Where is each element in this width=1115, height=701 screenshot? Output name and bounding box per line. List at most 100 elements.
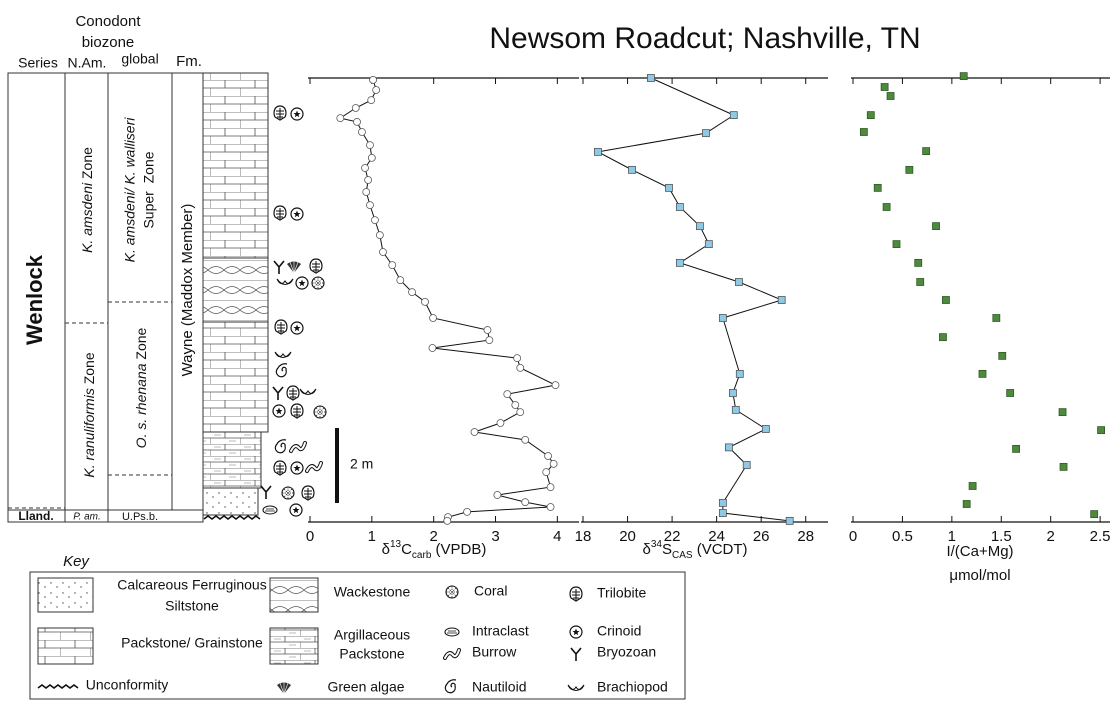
point	[430, 315, 437, 322]
point	[705, 241, 712, 248]
x-axis-label: δ13Ccarb (VPDB)	[382, 539, 487, 561]
burrow	[291, 443, 305, 451]
point	[735, 279, 742, 286]
point	[887, 93, 894, 100]
point	[762, 426, 769, 433]
x-tick-label: 2.5	[1090, 528, 1111, 545]
crinoid	[291, 208, 303, 220]
point	[719, 315, 726, 322]
point	[786, 517, 793, 524]
key-label: Wackestone	[334, 584, 411, 600]
point	[517, 409, 524, 416]
point	[725, 444, 732, 451]
key-label: Green algae	[327, 679, 404, 695]
point	[702, 130, 709, 137]
point	[676, 204, 683, 211]
header: Series	[18, 55, 58, 71]
key-label: Unconformity	[86, 677, 168, 693]
brachiopod	[277, 279, 293, 285]
header: Fm.	[176, 53, 202, 70]
series-label: Wenlock	[22, 254, 47, 345]
point	[594, 148, 601, 155]
rank: Zone	[133, 327, 149, 359]
label-part: 13	[390, 539, 402, 550]
taxon: K. amsdeni	[79, 182, 95, 253]
crinoid	[291, 462, 303, 474]
key-label: Coral	[474, 583, 507, 599]
nautiloid	[275, 440, 286, 453]
x-tick-label: 18	[575, 528, 592, 545]
x-tick-label: 0	[849, 528, 857, 545]
zone: K. amsdeni/ K. walliseri	[122, 117, 138, 263]
point	[358, 129, 365, 136]
label-part: carb	[412, 550, 432, 561]
x-tick-label: 0.5	[892, 528, 913, 545]
point	[719, 510, 726, 517]
point	[368, 97, 375, 104]
x-tick-label: 1	[368, 528, 376, 545]
point	[352, 105, 359, 112]
key-label: Burrow	[472, 644, 517, 660]
title: Newsom Roadcut; Nashville, TN	[489, 22, 920, 55]
point	[647, 75, 654, 82]
point	[494, 492, 501, 499]
key: Key Calcareous Ferruginous Siltstone Pac…	[30, 553, 685, 699]
point	[993, 315, 1000, 322]
swatch	[570, 587, 582, 601]
point	[915, 259, 922, 266]
point	[629, 166, 636, 173]
point	[379, 249, 386, 256]
coral	[314, 406, 326, 418]
point	[933, 223, 940, 230]
bottom-label: Lland.	[18, 509, 53, 523]
trilobite	[275, 320, 287, 334]
label-part: CAS	[672, 550, 693, 561]
intraclast	[263, 506, 277, 514]
rank: Zone	[79, 147, 95, 179]
label-part: C	[401, 541, 412, 558]
line	[598, 78, 790, 521]
point	[429, 345, 436, 352]
fossils	[261, 106, 326, 516]
strat-column: Conodont biozone Series N.Am. global Fm.…	[8, 13, 373, 523]
point	[960, 73, 967, 80]
burrow	[307, 463, 321, 471]
taxon: K. ranuliformis	[81, 388, 97, 477]
algae	[287, 261, 301, 273]
point	[497, 420, 504, 427]
zone: K. amsdeni Zone	[79, 147, 95, 253]
point	[1013, 445, 1020, 452]
bryozoan	[274, 261, 284, 274]
point	[969, 483, 976, 490]
point	[522, 436, 529, 443]
taxon: O. s. rhenana	[133, 363, 149, 448]
coral	[312, 277, 324, 289]
point	[1098, 427, 1105, 434]
key-label: Siltstone	[165, 598, 219, 614]
trilobite	[274, 461, 286, 475]
point	[547, 484, 554, 491]
point	[665, 184, 672, 191]
label-part: δ	[382, 541, 390, 558]
packstone	[203, 322, 268, 432]
x-tick-label: 28	[797, 528, 814, 545]
key-label: Bryozoan	[597, 644, 656, 660]
x-tick-label: 26	[753, 528, 770, 545]
wackestone	[203, 258, 268, 322]
key-label: Brachiopod	[597, 679, 668, 695]
formation: Wayne (Maddox Member)	[179, 204, 196, 377]
x-axis-label: δ34SCAS (VCDT)	[642, 539, 747, 561]
swatch	[568, 685, 584, 691]
key-label: Crinoid	[597, 623, 641, 639]
key-label: Calcareous Ferruginous	[117, 577, 266, 593]
point	[552, 382, 559, 389]
x-axis-label: I/(Ca+Mg)	[946, 543, 1013, 560]
x-tick-label: 20	[619, 528, 636, 545]
swatch	[38, 685, 78, 688]
point	[486, 337, 493, 344]
point	[729, 390, 736, 397]
point	[362, 165, 369, 172]
point	[732, 406, 739, 413]
point	[389, 262, 396, 269]
